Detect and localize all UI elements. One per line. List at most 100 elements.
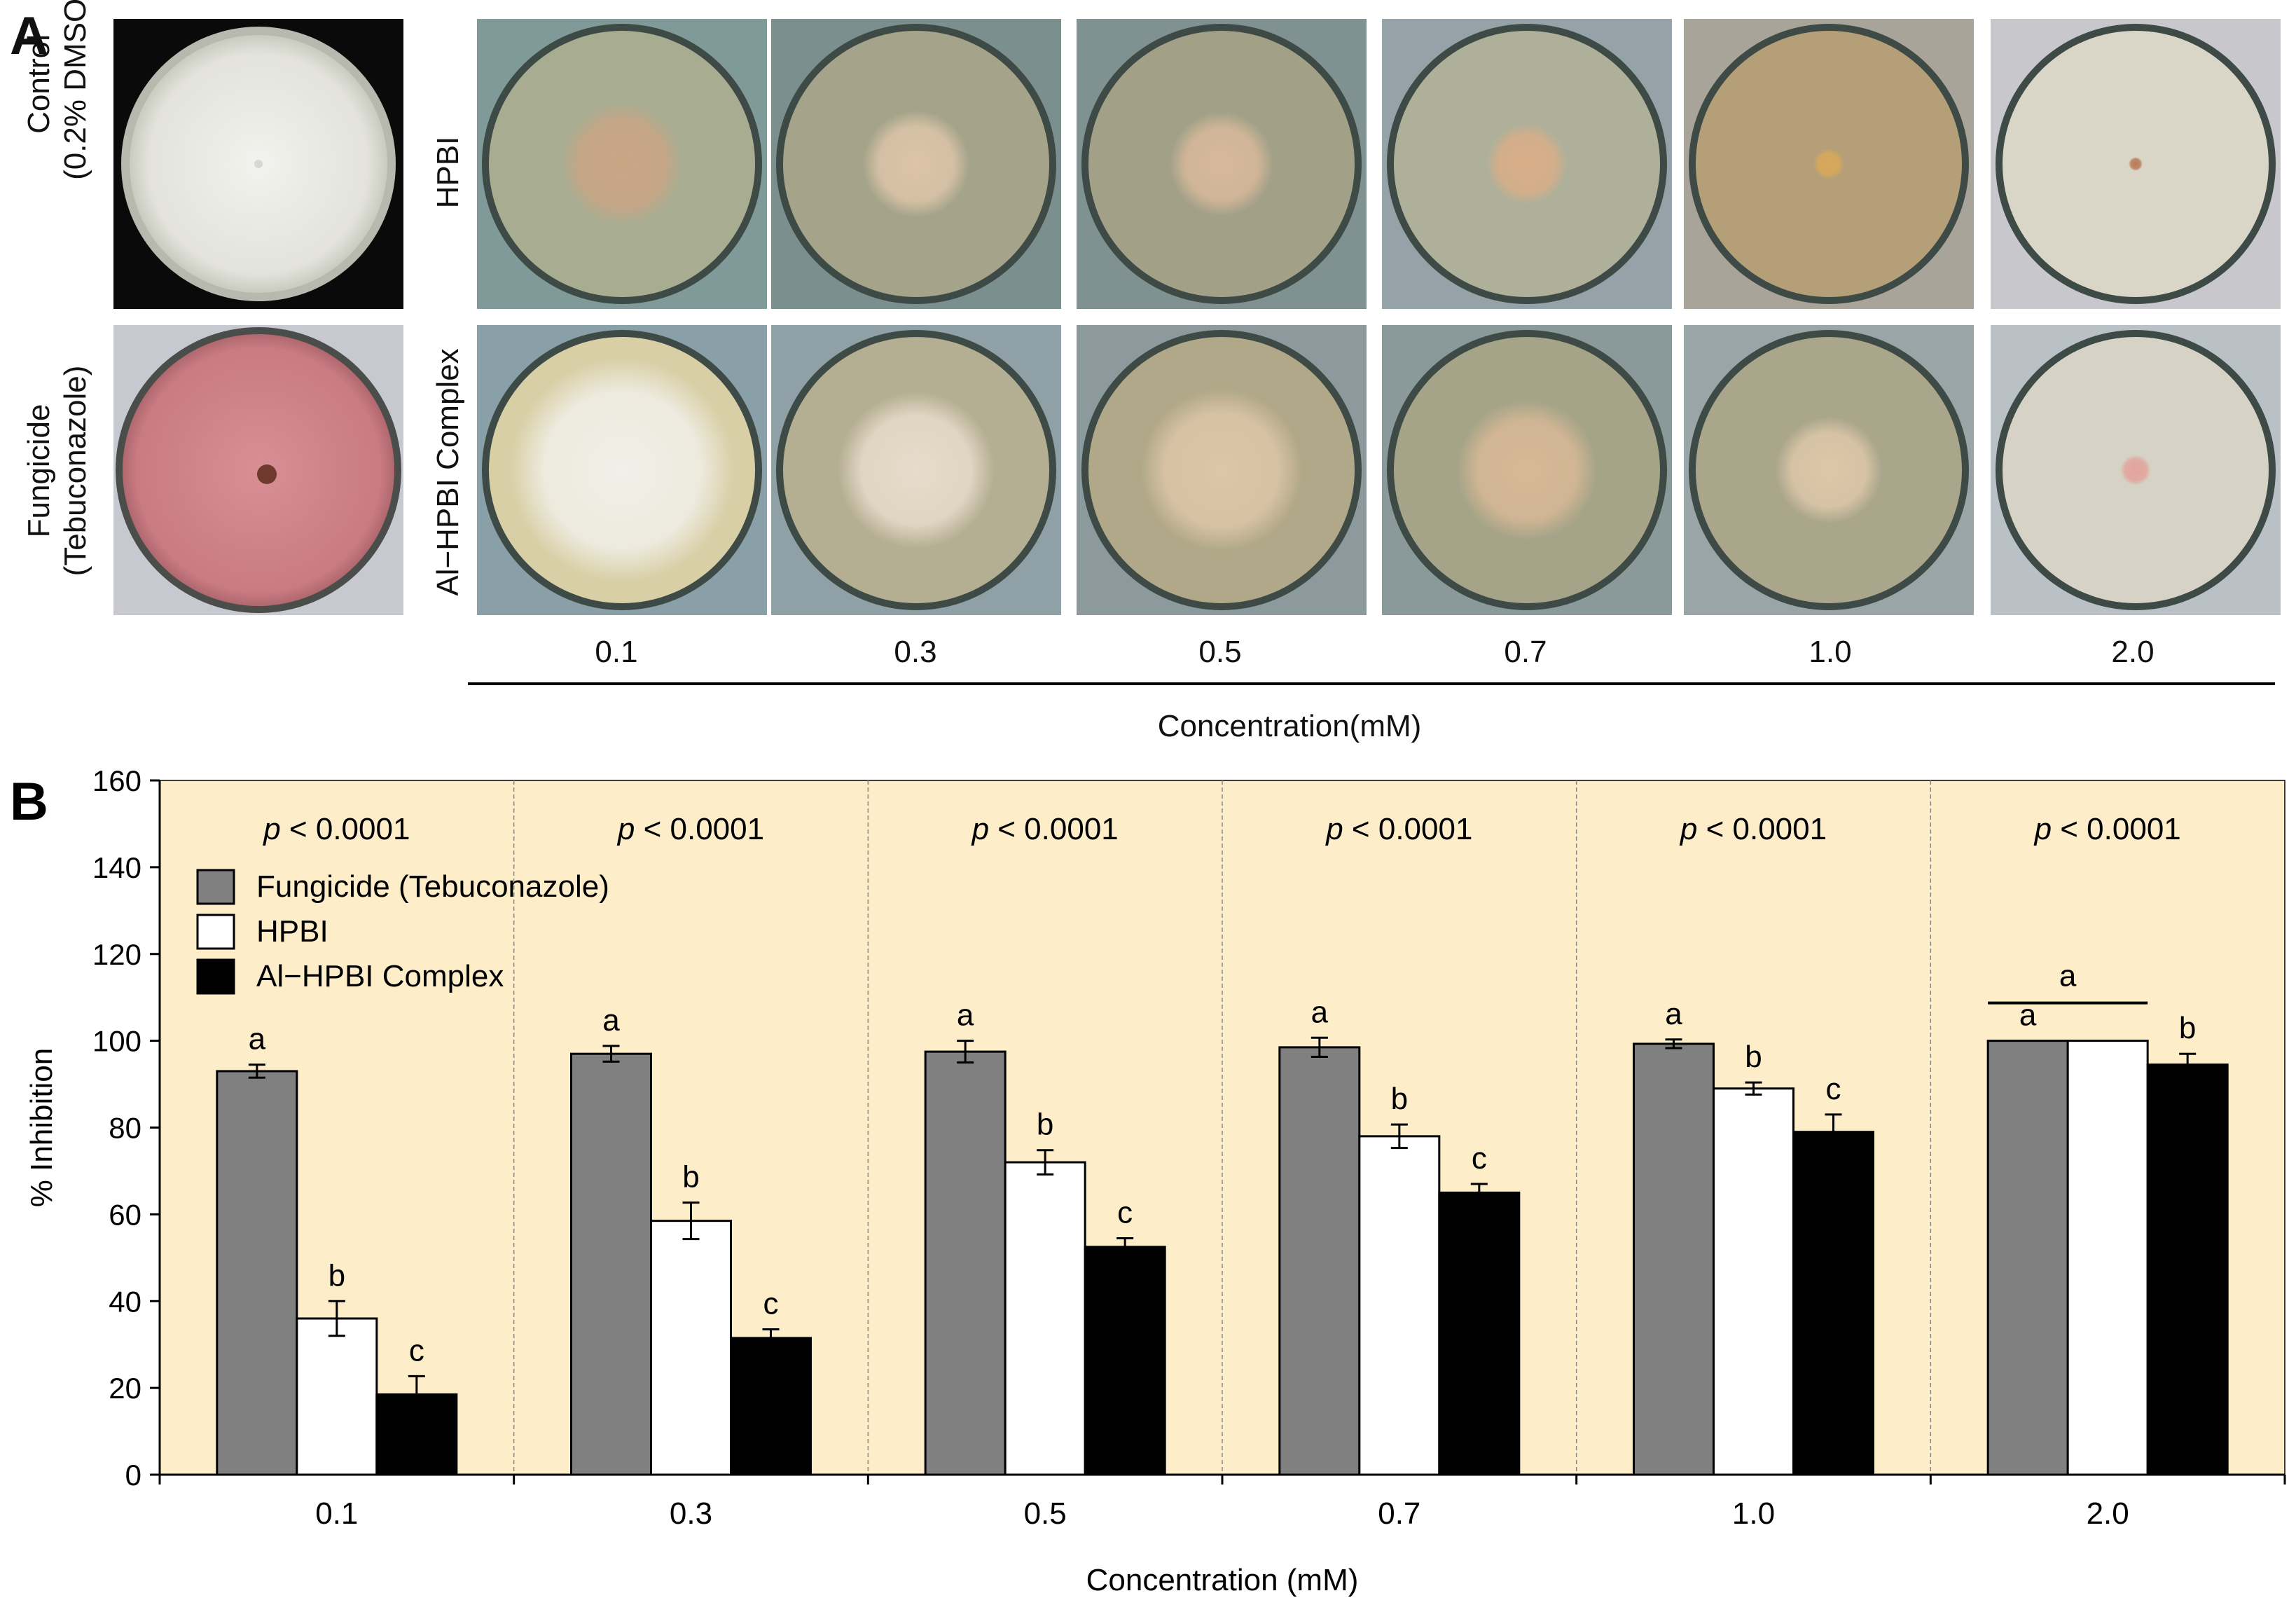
p-value-label: p < 0.0001	[262, 812, 410, 846]
x-tick-label: 0.1	[315, 1496, 358, 1531]
legend-label: HPBI	[256, 914, 329, 949]
dish-graphic	[1689, 330, 1969, 610]
al-hpbi-row-label: Al−HPBI Complex	[431, 348, 465, 596]
fungicide-label-line1: Fungicide	[22, 404, 56, 538]
al-hpbi-plate-photo	[1077, 325, 1367, 615]
plate-conc-label: 0.3	[894, 635, 937, 669]
inhibition-bar-chart: B 0 20 40 60 80 100 120 140 160 % Inhibition 0.1 0.3…	[10, 764, 2286, 1597]
hpbi-plate-photo	[1684, 19, 1974, 309]
legend-swatch	[196, 958, 235, 995]
control-label-line2: (0.2% DMSO)	[58, 0, 92, 180]
significance-letter: a	[602, 1003, 620, 1038]
control-plate-photo	[113, 19, 403, 309]
al-hpbi-plate-photo	[1382, 325, 1672, 615]
significance-letter: c	[409, 1333, 424, 1368]
p-value-label: p < 0.0001	[1679, 812, 1827, 846]
x-axis-title: Concentration (mM)	[1086, 1563, 1359, 1597]
dish-graphic	[1996, 24, 2276, 304]
plate-conc-label: 1.0	[1809, 635, 1852, 669]
bar-fungicide	[216, 1070, 298, 1476]
y-tick-label: 40	[109, 1285, 141, 1318]
dish-graphic	[1387, 24, 1667, 304]
y-tick-label: 160	[92, 764, 141, 797]
control-label: Control (0.2% DMSO)	[21, 0, 94, 180]
x-tick-label: 0.5	[1024, 1496, 1067, 1531]
significance-letter: b	[1745, 1040, 1762, 1074]
bar-al-hpbi	[2146, 1063, 2229, 1476]
panel-a-letter: A	[10, 6, 48, 66]
hpbi-row-label: HPBI	[431, 136, 465, 209]
panel-b-letter: B	[10, 772, 48, 832]
plate-conc-label: 2.0	[2111, 635, 2155, 669]
al-hpbi-plate-photo	[1684, 325, 1974, 615]
y-tick-label: 120	[92, 938, 141, 971]
dish-graphic	[1689, 24, 1969, 304]
y-axis-title: % Inhibition	[25, 1048, 59, 1207]
legend-label: Al−HPBI Complex	[256, 959, 504, 993]
al-hpbi-plate-photo	[1991, 325, 2281, 615]
dish-graphic	[482, 24, 762, 304]
p-value-label: p < 0.0001	[2033, 812, 2181, 846]
dish-graphic	[776, 330, 1056, 610]
dish-graphic	[776, 24, 1056, 304]
al-hpbi-plate-photo	[477, 325, 767, 615]
significance-letter: b	[2179, 1011, 2196, 1045]
y-tick-label: 140	[92, 851, 141, 884]
legend-swatch	[196, 914, 235, 950]
al-hpbi-plate-photo	[771, 325, 1061, 615]
bar-fungicide	[1986, 1040, 2069, 1476]
dish-graphic	[1996, 330, 2276, 610]
bar-hpbi	[650, 1220, 732, 1476]
dish-graphic	[1081, 24, 1362, 304]
significance-letter: c	[1826, 1072, 1841, 1106]
fungicide-label: Fungicide (Tebuconazole)	[21, 366, 94, 577]
dish-graphic	[1387, 330, 1667, 610]
hpbi-plate-photo	[1382, 19, 1672, 309]
bar-fungicide	[570, 1052, 652, 1476]
p-value-label: p < 0.0001	[616, 812, 764, 846]
p-value-label: p < 0.0001	[971, 812, 1119, 846]
significance-letter: a	[1665, 997, 1682, 1031]
significance-letter: b	[1037, 1108, 1053, 1142]
y-tick-label: 60	[109, 1198, 141, 1231]
fungicide-label-line2: (Tebuconazole)	[58, 365, 92, 577]
x-tick-label: 0.7	[1378, 1496, 1420, 1531]
dish-graphic	[482, 330, 762, 610]
bar-hpbi	[296, 1317, 378, 1476]
y-tick-label: 0	[125, 1459, 141, 1492]
x-tick-label: 1.0	[1732, 1496, 1775, 1531]
hpbi-plate-photo	[1077, 19, 1367, 309]
bar-hpbi	[1004, 1161, 1086, 1476]
fungicide-dish-graphic	[116, 327, 401, 613]
bar-al-hpbi	[1084, 1246, 1166, 1476]
bar-al-hpbi	[1792, 1131, 1874, 1476]
significance-letter: b	[329, 1258, 345, 1293]
significance-letter: c	[1117, 1195, 1133, 1229]
fungicide-plate-photo	[113, 325, 403, 615]
p-value-label: p < 0.0001	[1325, 812, 1472, 846]
legend-label: Fungicide (Tebuconazole)	[256, 869, 609, 904]
control-label-line1: Control	[22, 34, 56, 134]
concentration-axis-title: Concentration(mM)	[1157, 709, 1422, 743]
y-tick-label: 80	[109, 1112, 141, 1145]
bar-al-hpbi	[730, 1337, 812, 1476]
legend-swatch	[196, 869, 235, 905]
hpbi-plate-photo	[1991, 19, 2281, 309]
hpbi-plate-photo	[477, 19, 767, 309]
bar-fungicide	[1278, 1046, 1361, 1476]
x-tick-label: 0.3	[670, 1496, 712, 1531]
significance-letter: a	[249, 1022, 266, 1056]
significance-letter: c	[1472, 1141, 1487, 1176]
concentration-axis-line	[468, 682, 2275, 685]
hpbi-plate-photo	[771, 19, 1061, 309]
y-tick-label: 20	[109, 1372, 141, 1405]
bar-hpbi	[1713, 1087, 1794, 1476]
significance-letter: a	[957, 998, 974, 1033]
significance-letter: a	[2059, 959, 2077, 993]
y-tick-label: 100	[92, 1025, 141, 1058]
plate-conc-label: 0.5	[1198, 635, 1242, 669]
bar-fungicide	[924, 1050, 1007, 1476]
x-tick-label: 2.0	[2087, 1496, 2129, 1531]
bar-hpbi	[1358, 1135, 1441, 1476]
plate-conc-label: 0.7	[1504, 635, 1547, 669]
